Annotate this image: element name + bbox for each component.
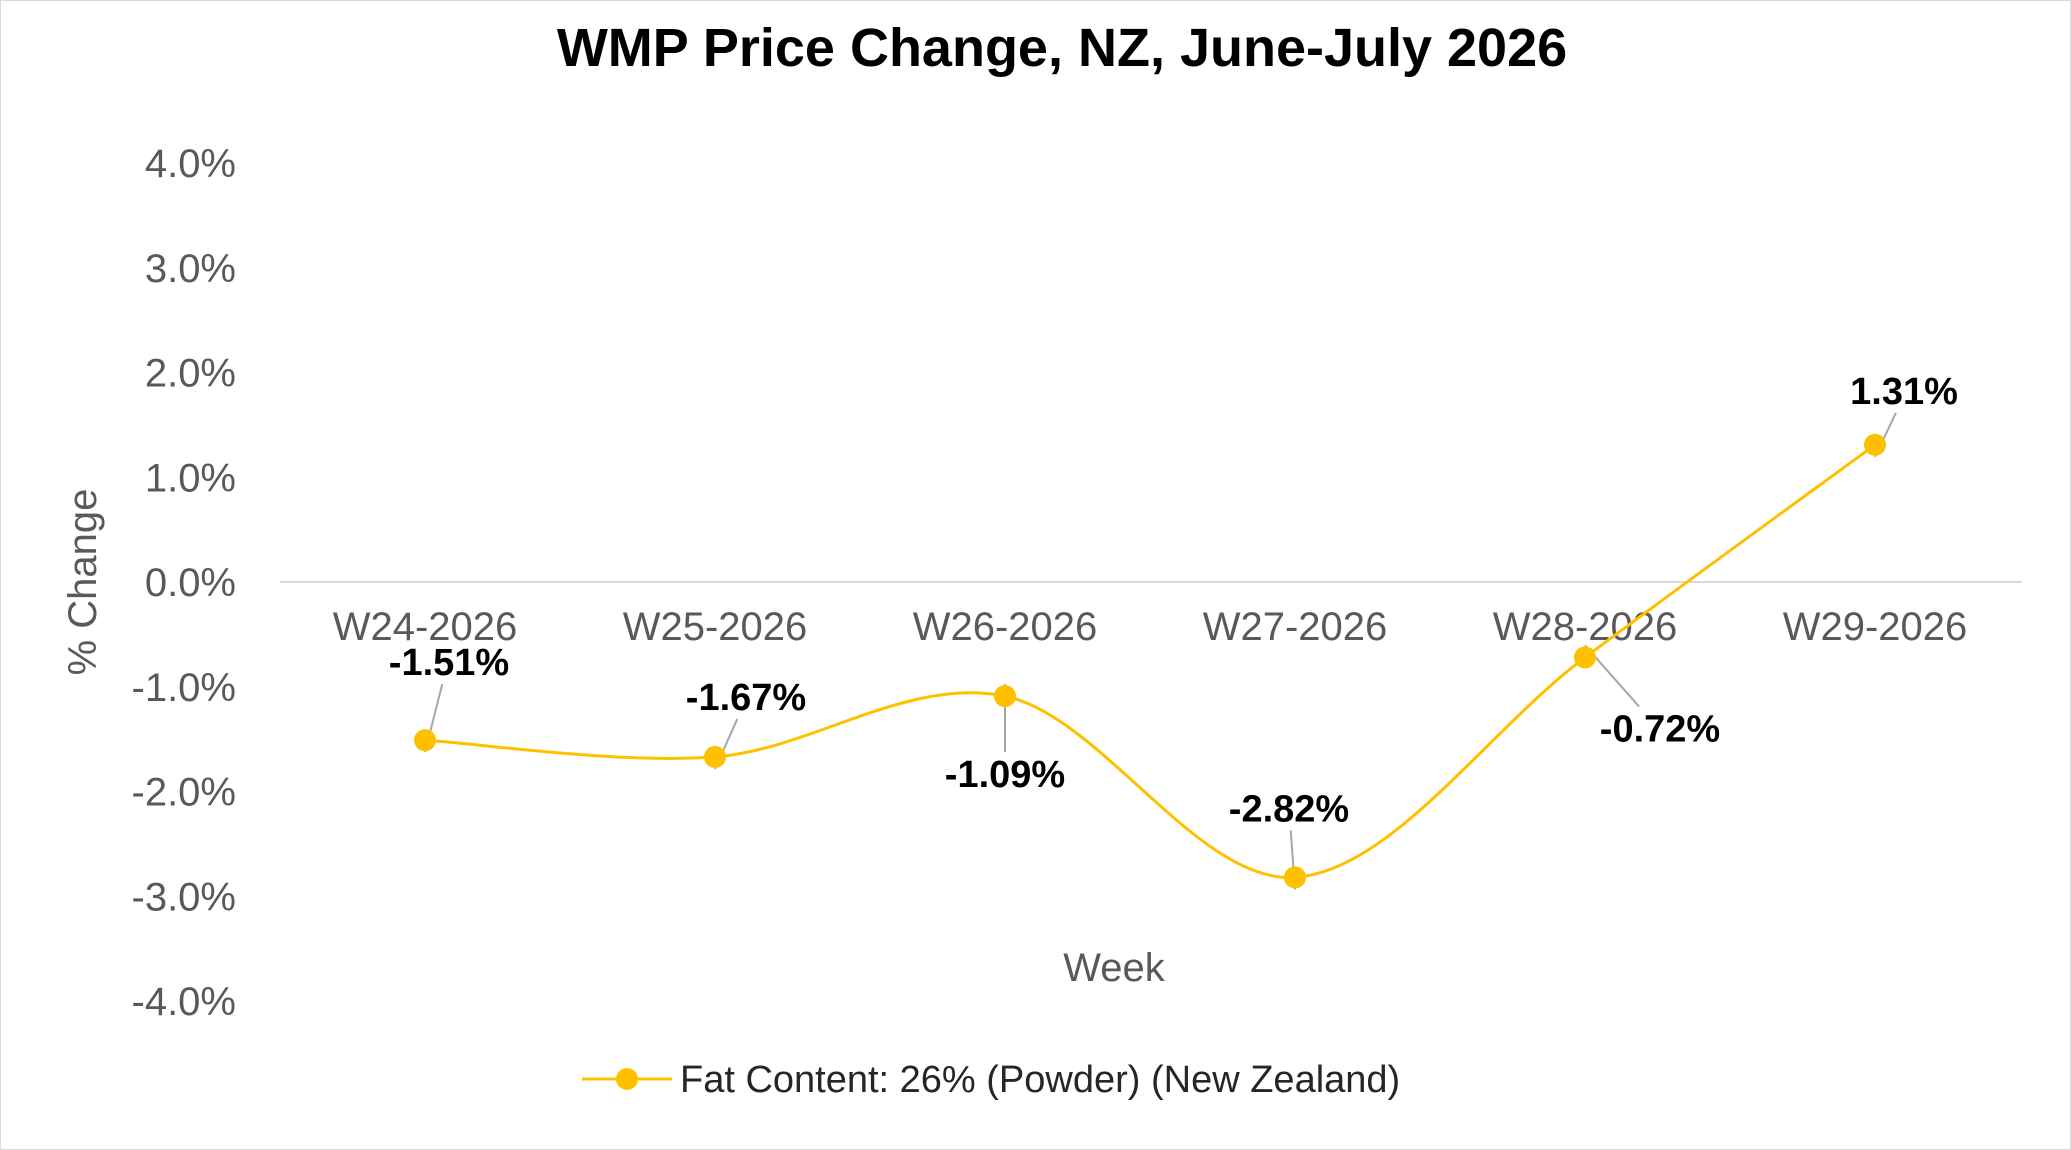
data-point-marker <box>1864 433 1886 456</box>
series-markers <box>414 433 1886 889</box>
data-point-marker <box>1574 646 1596 669</box>
y-axis-title: % Change <box>61 489 105 676</box>
x-tick-label: W27-2026 <box>1203 605 1388 649</box>
legend-marker-swatch <box>616 1068 638 1090</box>
data-label: -1.09% <box>945 754 1065 796</box>
series-line <box>424 443 1876 879</box>
chart-title: WMP Price Change, NZ, June-July 2026 <box>557 18 1567 78</box>
y-tick-label: -1.0% <box>132 666 237 710</box>
data-labels: -1.51% -1.67% -1.09% -2.82% -0.72% 1.31% <box>389 371 1958 831</box>
y-tick-label: 3.0% <box>145 247 236 291</box>
y-tick-label: -2.0% <box>132 771 237 815</box>
data-label: -0.72% <box>1600 708 1720 750</box>
y-tick-label: 0.0% <box>145 561 236 605</box>
data-point-marker <box>1284 866 1306 889</box>
y-tick-label: 2.0% <box>145 352 236 396</box>
data-point-marker <box>704 745 726 768</box>
data-label: -1.67% <box>686 677 806 719</box>
legend: Fat Content: 26% (Powder) (New Zealand) <box>582 1059 1400 1101</box>
y-tick-label: -3.0% <box>132 875 237 919</box>
data-point-marker <box>994 685 1016 708</box>
legend-label: Fat Content: 26% (Powder) (New Zealand) <box>680 1059 1400 1101</box>
data-label: -1.51% <box>389 642 509 684</box>
x-tick-label: W28-2026 <box>1493 605 1678 649</box>
x-tick-label: W25-2026 <box>623 605 808 649</box>
x-tick-label: W29-2026 <box>1783 605 1968 649</box>
data-point-marker <box>414 729 436 752</box>
x-axis: W24-2026 W25-2026 W26-2026 W27-2026 W28-2026… <box>333 605 1968 649</box>
y-axis: 4.0% 3.0% 2.0% 1.0% 0.0% -1.0% -2.0% -3.0% -4.0% <box>132 142 237 1024</box>
x-tick-label: W24-2026 <box>333 605 518 649</box>
y-tick-label: 4.0% <box>145 142 236 186</box>
x-tick-label: W26-2026 <box>913 605 1098 649</box>
data-label-leaders <box>424 412 1897 890</box>
x-axis-title: Week <box>1063 946 1166 990</box>
y-tick-label: -4.0% <box>132 980 237 1024</box>
y-tick-label: 1.0% <box>145 456 236 500</box>
data-label: 1.31% <box>1850 371 1958 413</box>
data-label: -2.82% <box>1229 788 1349 830</box>
